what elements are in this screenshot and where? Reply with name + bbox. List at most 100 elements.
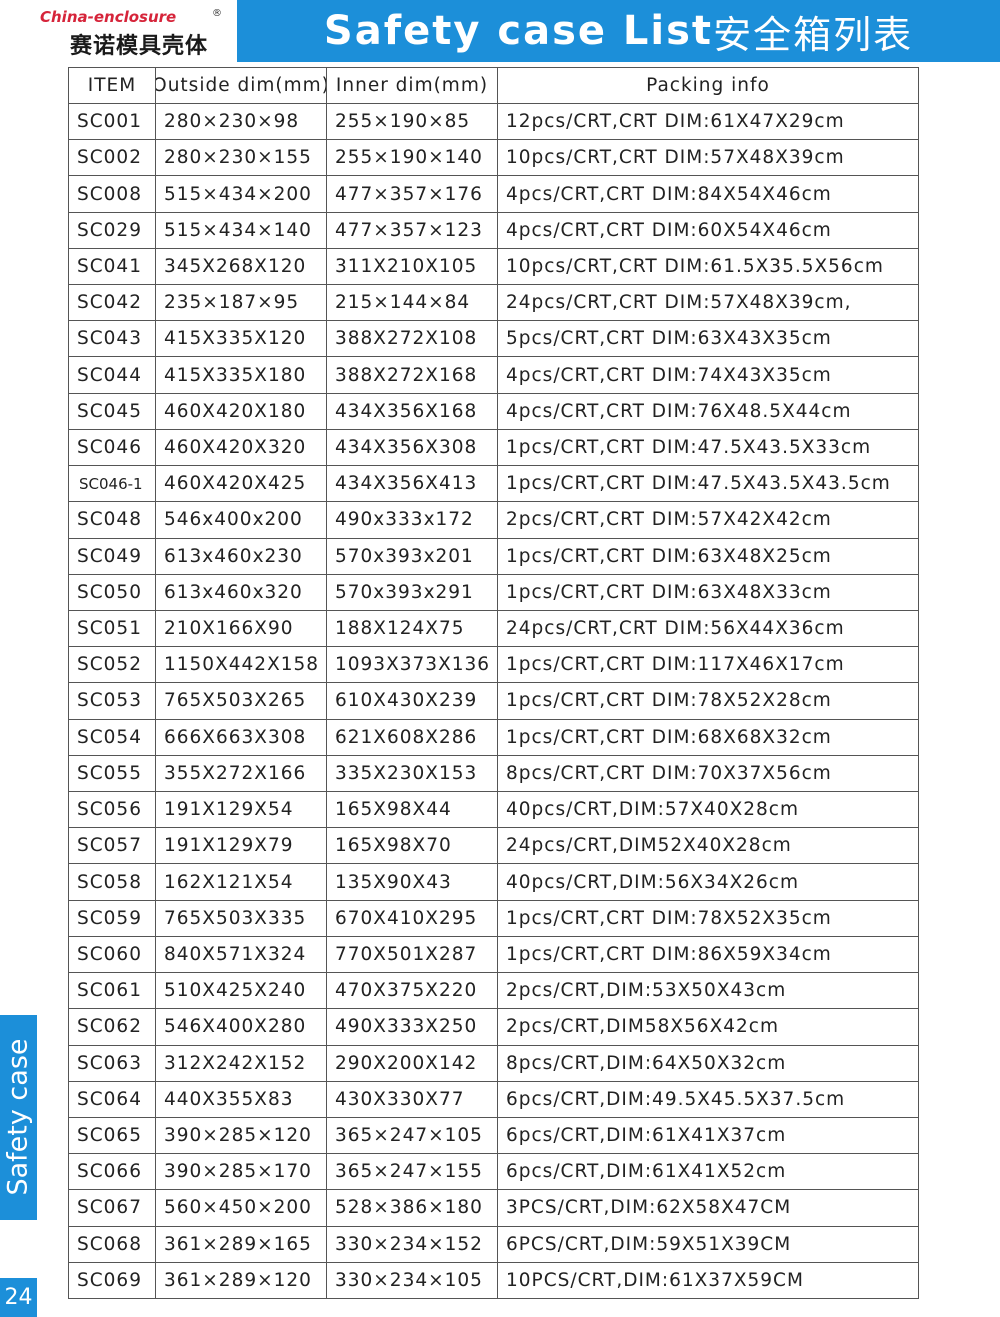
table-cell: 388X272X108 [326, 320, 498, 358]
table-cell: 460X420X425 [155, 465, 327, 503]
table-cell: 162X121X54 [155, 863, 327, 901]
table-cell: 434X356X308 [326, 428, 498, 467]
table-cell: 2pcs/CRT,DIM:53X50X43cm [497, 972, 919, 1010]
table-cell: 1pcs/CRT,CRT DIM:78X52X28cm [497, 682, 919, 720]
table-cell: 1pcs/CRT,CRT DIM:63X48X33cm [497, 573, 919, 611]
table-cell: 4pcs/CRT,CRT DIM:84X54X46cm [497, 175, 919, 213]
table-cell: 40pcs/CRT,DIM:57X40X28cm [497, 791, 919, 829]
title-en: Safety case List [323, 8, 714, 54]
table-cell: 470X375X220 [326, 972, 498, 1010]
column-header: ITEM [68, 67, 156, 104]
table-cell: 6pcs/CRT,DIM:61X41X52cm [497, 1153, 919, 1191]
table-cell: 255×190×85 [326, 103, 498, 141]
table-cell: SC055 [68, 754, 156, 793]
table-cell: SC053 [68, 682, 156, 720]
page-number: 24 [0, 1278, 37, 1317]
table-cell: 477×357×123 [326, 211, 498, 249]
table-cell: 361×289×120 [155, 1261, 327, 1299]
table-cell: 560×450×200 [155, 1189, 327, 1227]
table-cell: 365×247×155 [326, 1153, 498, 1191]
table-cell: 235×187×95 [155, 284, 327, 322]
table-cell: 765X503X265 [155, 682, 327, 720]
table-cell: 40pcs/CRT,DIM:56X34X26cm [497, 863, 919, 901]
table-cell: 415X335X180 [155, 356, 327, 394]
table-cell: 1pcs/CRT,CRT DIM:47.5X43.5X43.5cm [497, 465, 919, 503]
table-cell: 666X663X308 [155, 718, 327, 756]
table-cell: 365×247×105 [326, 1116, 498, 1155]
table-cell: 1pcs/CRT,CRT DIM:63X48X25cm [497, 537, 919, 575]
table-cell: 515×434×140 [155, 211, 327, 249]
table-cell: 4pcs/CRT,CRT DIM:76X48.5X44cm [497, 392, 919, 430]
table-cell: SC063 [68, 1044, 156, 1082]
table-cell: SC042 [68, 284, 156, 322]
table-cell: SC043 [68, 320, 156, 358]
logo-mark: ® [212, 8, 222, 19]
title-cn: 安全箱列表 [713, 12, 914, 57]
table-cell: SC069 [68, 1261, 156, 1299]
table-cell: SC029 [68, 211, 156, 249]
table-cell: 8pcs/CRT,DIM:64X50X32cm [497, 1044, 919, 1082]
table-cell: SC062 [68, 1008, 156, 1046]
table-cell: 135X90X43 [326, 863, 498, 901]
table-cell: 390×285×120 [155, 1116, 327, 1155]
table-cell: 12pcs/CRT,CRT DIM:61X47X29cm [497, 103, 919, 141]
table-cell: 770X501X287 [326, 935, 498, 974]
table-cell: SC056 [68, 791, 156, 829]
table-cell: 8pcs/CRT,CRT DIM:70X37X56cm [497, 754, 919, 793]
table-cell: 570x393x201 [326, 537, 498, 575]
table-cell: 1093X373X136 [326, 646, 498, 684]
table-cell: SC064 [68, 1080, 156, 1118]
table-cell: SC046-1 [68, 465, 156, 503]
table-cell: 330×234×105 [326, 1261, 498, 1299]
table-cell: 613x460x320 [155, 573, 327, 611]
table-cell: SC050 [68, 573, 156, 611]
table-cell: 24pcs/CRT,CRT DIM:56X44X36cm [497, 609, 919, 648]
table-cell: SC051 [68, 609, 156, 648]
table-cell: 335X230X153 [326, 754, 498, 793]
table-cell: 10pcs/CRT,CRT DIM:57X48X39cm [497, 139, 919, 177]
table-cell: 490x333x172 [326, 501, 498, 539]
table-cell: 621X608X286 [326, 718, 498, 756]
table-cell: 570x393x291 [326, 573, 498, 611]
table-cell: SC061 [68, 972, 156, 1010]
table-cell: 1pcs/CRT,CRT DIM:86X59X34cm [497, 935, 919, 974]
table-cell: 3PCS/CRT,DIM:62X58X47CM [497, 1189, 919, 1227]
column-header: Outside dim(mm) [155, 67, 327, 104]
table-cell: 546x400x200 [155, 501, 327, 539]
table-cell: 24pcs/CRT,CRT DIM:57X48X39cm, [497, 284, 919, 322]
logo: China-enclosure ® 赛诺模具壳体 [40, 6, 230, 59]
table-cell: SC001 [68, 103, 156, 141]
table-cell: 2pcs/CRT,CRT DIM:57X42X42cm [497, 501, 919, 539]
table-cell: 840X571X324 [155, 935, 327, 974]
table-cell: SC002 [68, 139, 156, 177]
table-cell: 546X400X280 [155, 1008, 327, 1046]
table-cell: 330×234×152 [326, 1225, 498, 1263]
table-cell: 1pcs/CRT,CRT DIM:78X52X35cm [497, 899, 919, 937]
table-cell: 6pcs/CRT,DIM:61X41X37cm [497, 1116, 919, 1155]
table-cell: 355X272X166 [155, 754, 327, 793]
table-cell: SC052 [68, 646, 156, 684]
table-cell: 191X129X79 [155, 827, 327, 865]
title-banner: Safety case List 安全箱列表 [237, 0, 1000, 62]
table-cell: 390×285×170 [155, 1153, 327, 1191]
table-cell: 765X503X335 [155, 899, 327, 937]
table-cell: 440X355X83 [155, 1080, 327, 1118]
table-cell: 345X268X120 [155, 247, 327, 286]
table-cell: SC058 [68, 863, 156, 901]
table-cell: SC065 [68, 1116, 156, 1155]
table-cell: SC044 [68, 356, 156, 394]
table-cell: 415X335X120 [155, 320, 327, 358]
table-cell: 210X166X90 [155, 609, 327, 648]
table-cell: SC054 [68, 718, 156, 756]
table-cell: 613x460x230 [155, 537, 327, 575]
table-cell: SC068 [68, 1225, 156, 1263]
table: ITEM Outside dim(mm) Inner dim(mm) Packing … [68, 67, 919, 1299]
table-cell: 6PCS/CRT,DIM:59X51X39CM [497, 1225, 919, 1263]
table-cell: 165X98X70 [326, 827, 498, 865]
table-cell: 215×144×84 [326, 284, 498, 322]
table-cell: 510X425X240 [155, 972, 327, 1010]
table-cell: 4pcs/CRT,CRT DIM:74X43X35cm [497, 356, 919, 394]
table-cell: 1pcs/CRT,CRT DIM:47.5X43.5X33cm [497, 428, 919, 467]
table-cell: SC066 [68, 1153, 156, 1191]
